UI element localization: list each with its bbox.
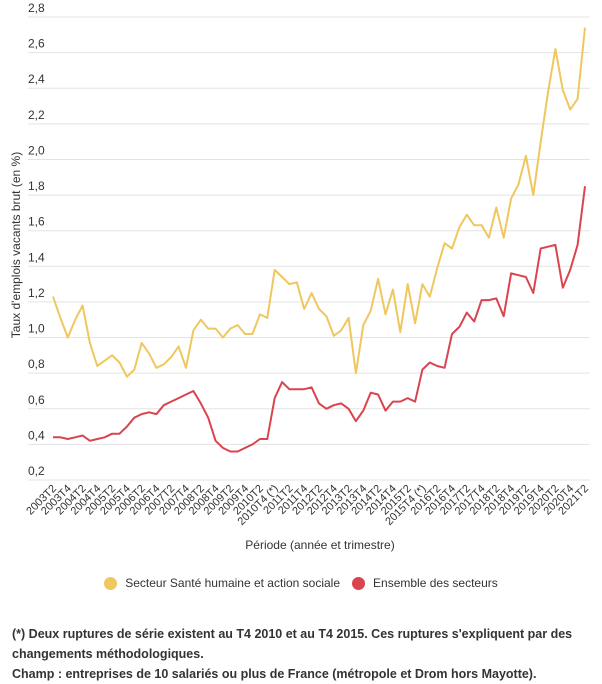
series-line-ensemble[interactable] <box>53 186 586 453</box>
gridlines <box>28 16 590 481</box>
legend: Secteur Santé humaine et action sociale … <box>0 576 602 590</box>
series-lines <box>52 27 586 453</box>
x-axis-ticks: 2003T22003T42004T22004T42005T22005T42006… <box>24 483 591 528</box>
note-ruptures: (*) Deux ruptures de série existent au T… <box>12 627 573 661</box>
x-axis-title: Période (année et trimestre) <box>245 538 394 552</box>
chart-notes: (*) Deux ruptures de série existent au T… <box>12 624 597 684</box>
y-tick-label: 1,8 <box>28 179 45 193</box>
y-tick-label: 2,6 <box>28 37 45 51</box>
legend-label-sante: Secteur Santé humaine et action sociale <box>125 576 341 590</box>
y-tick-label: 2,8 <box>28 1 45 15</box>
legend-item-sante[interactable]: Secteur Santé humaine et action sociale <box>104 576 340 590</box>
y-tick-label: 1,4 <box>28 250 45 264</box>
y-axis-title: Taux d'emplois vacants brut (en %) <box>9 152 23 338</box>
y-tick-label: 0,4 <box>28 428 45 442</box>
y-tick-label: 0,6 <box>28 393 45 407</box>
y-tick-label: 0,2 <box>28 464 45 478</box>
y-tick-label: 2,4 <box>28 72 45 86</box>
note-champ: Champ : entreprises de 10 salariés ou pl… <box>12 667 537 681</box>
legend-marker-sante-icon <box>104 576 118 590</box>
legend-marker-ensemble-icon <box>352 576 366 590</box>
y-tick-label: 1,0 <box>28 322 45 336</box>
series-line-sante[interactable] <box>52 27 586 378</box>
legend-label-ensemble: Ensemble des secteurs <box>373 576 498 590</box>
y-tick-label: 1,6 <box>28 215 45 229</box>
legend-item-ensemble[interactable]: Ensemble des secteurs <box>352 576 498 590</box>
y-tick-label: 1,2 <box>28 286 45 300</box>
y-tick-label: 0,8 <box>28 357 45 371</box>
y-tick-label: 2,2 <box>28 108 45 122</box>
y-tick-label: 2,0 <box>28 143 45 157</box>
y-axis-ticks: 0,2 0,4 0,6 0,8 1,0 1,2 1,4 1,6 1,8 2,0 2,2 2,4 2,6 2… <box>28 1 45 478</box>
line-chart: 0,2 0,4 0,6 0,8 1,0 1,2 1,4 1,6 1,8 2,0 2,2 2,4 2,6 2… <box>9 1 591 552</box>
